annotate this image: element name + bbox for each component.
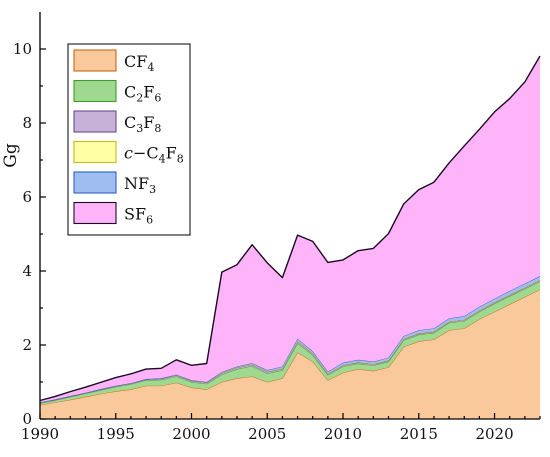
legend-entry-label: C3F8	[124, 113, 161, 135]
legend-entry-label: SF6	[124, 205, 153, 227]
legend-swatch	[73, 49, 117, 72]
x-tick-label: 2010	[324, 425, 362, 443]
legend-entry-label: c−C4F8	[124, 144, 184, 166]
legend-swatch	[73, 171, 117, 194]
y-axis-label: Gg	[1, 143, 21, 168]
legend-swatch	[73, 110, 117, 133]
legend-swatch	[73, 79, 117, 103]
y-tick-label: 4	[22, 262, 32, 280]
area-cf4	[40, 289, 540, 419]
x-tick-label: 2020	[475, 425, 513, 443]
area-layers	[39, 55, 541, 419]
area-edge-sf6	[39, 55, 541, 402]
x-tick-label: 2005	[248, 425, 286, 443]
y-tick-label: 6	[22, 188, 32, 206]
legend-swatch	[73, 201, 117, 225]
legend-entry-label: NF3	[124, 174, 156, 196]
x-tick-label: 2000	[172, 425, 210, 443]
axes	[39, 12, 540, 420]
area-sf6	[40, 56, 540, 403]
y-axis-ticks: 0 2 4 6 8 10	[13, 40, 46, 428]
legend: CF4 C2F6 C3F8 c−C4F8 NF3 SF6	[67, 43, 191, 236]
legend-swatch	[73, 140, 117, 164]
y-tick-label: 2	[22, 336, 32, 354]
x-tick-label: 2015	[400, 425, 438, 443]
x-axis-ticks: 1990 1995 2000 2005 2010 2015 2020	[21, 413, 541, 443]
legend-entry-label: C2F6	[124, 83, 161, 105]
y-tick-label: 10	[13, 40, 32, 58]
x-tick-label: 1990	[21, 425, 59, 443]
y-tick-label: 8	[22, 114, 32, 132]
x-tick-label: 1995	[97, 425, 135, 443]
legend-entry-label: CF4	[124, 52, 154, 74]
y-tick-label: 0	[22, 410, 32, 428]
